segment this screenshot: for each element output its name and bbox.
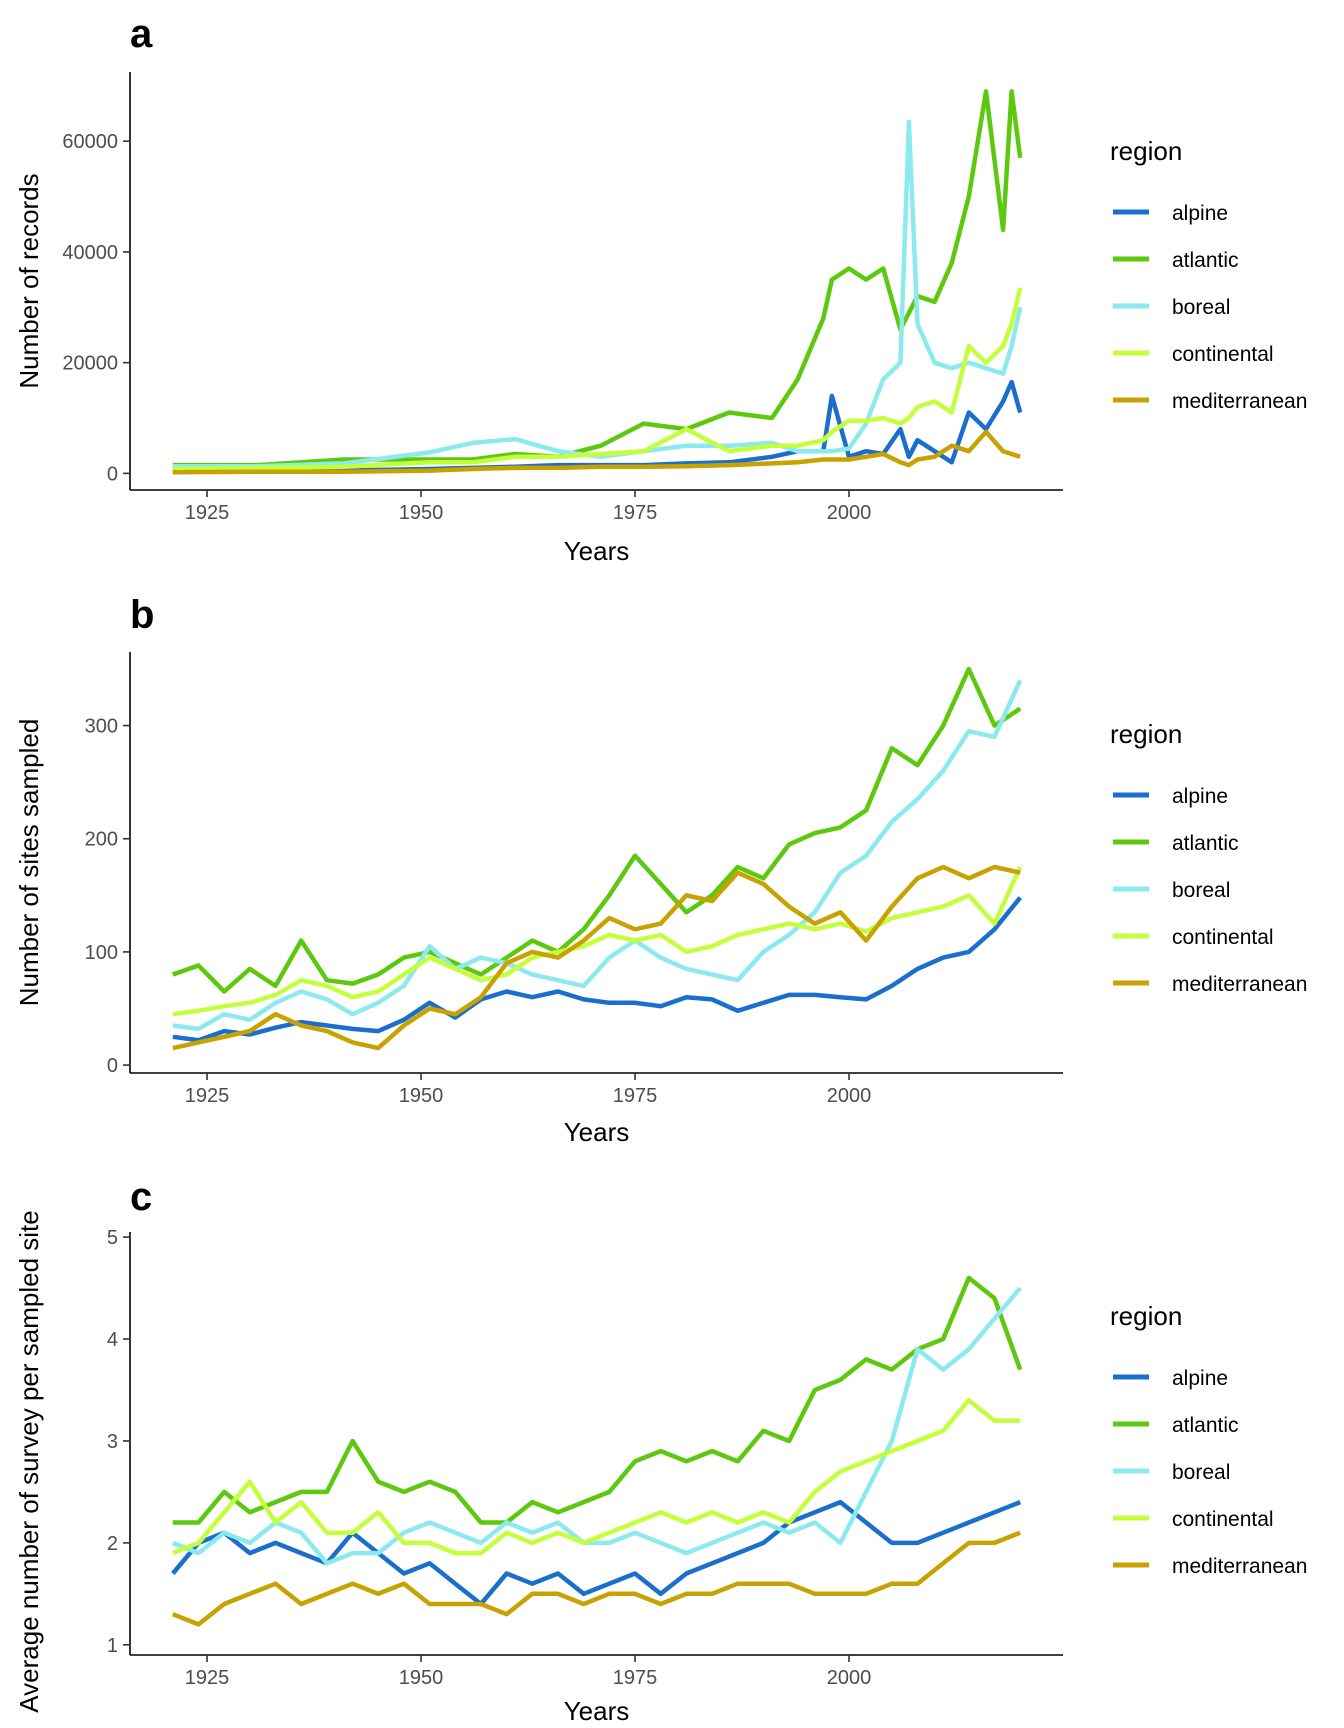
legend-label-boreal: boreal [1172,1461,1230,1484]
legend-label-atlantic: atlantic [1172,1414,1239,1437]
legend-label-continental: continental [1172,1508,1274,1531]
panel-c: c 1925 1950 1975 2000 1 2 3 4 5 Years Average numbe… [14,1175,1307,1726]
y-tick-label: 20000 [62,353,118,375]
y-tick-label: 40000 [62,242,118,264]
panel-label: c [130,1175,152,1219]
legend-label-continental: continental [1172,343,1274,366]
legend: region alpine atlantic boreal continental med… [1110,719,1307,996]
series-line-boreal [171,1286,1022,1566]
y-tick-label: 0 [107,463,118,485]
series-line-continental [172,287,1023,472]
legend-label-continental: continental [1172,926,1274,949]
legend-label-alpine: alpine [1172,785,1228,808]
panel-b: b 1925 1950 1975 2000 0 100 200 300 Years Number o… [14,593,1307,1147]
x-tick-label: 1925 [185,502,230,524]
x-tick-label: 2000 [827,1667,872,1689]
series-line-alpine [171,1499,1022,1607]
series-line-boreal [172,679,1023,1032]
y-tick-label: 1 [107,1635,118,1657]
legend: region alpine atlantic boreal continental med… [1110,136,1307,413]
y-tick-label: 300 [85,716,118,738]
y-tick-label: 4 [107,1329,118,1351]
y-axis-title: Number of records [14,173,44,388]
x-tick-label: 1975 [613,1667,658,1689]
y-tick-label: 3 [107,1431,118,1453]
series-line-mediterranean [172,429,1021,475]
legend-label-mediterranean: mediterranean [1172,973,1307,996]
y-axis-title: Average number of survey per sampled sit… [14,1210,44,1712]
y-tick-label: 200 [85,829,118,851]
legend-label-alpine: alpine [1172,1367,1228,1390]
series-line-mediterranean [171,1530,1022,1627]
legend-title: region [1110,719,1182,749]
legend-label-mediterranean: mediterranean [1172,390,1307,413]
y-tick-label: 100 [85,942,118,964]
series-line-alpine [172,896,1022,1043]
legend-label-boreal: boreal [1172,879,1230,902]
x-tick-label: 1950 [399,502,444,524]
x-tick-label: 2000 [827,502,872,524]
x-tick-label: 1950 [399,1085,444,1107]
x-axis-title: Years [564,1696,630,1726]
x-tick-label: 1925 [185,1085,230,1107]
x-tick-label: 1925 [185,1667,230,1689]
legend-title: region [1110,136,1182,166]
y-tick-label: 0 [107,1055,118,1077]
series-line-continental [171,1397,1021,1556]
x-tick-label: 2000 [827,1085,872,1107]
legend-label-boreal: boreal [1172,296,1230,319]
series-line-atlantic [172,1275,1023,1525]
series-line-mediterranean [172,864,1021,1051]
x-tick-label: 1975 [613,502,658,524]
x-tick-label: 1975 [613,1085,658,1107]
legend-title: region [1110,1301,1182,1331]
legend-label-atlantic: atlantic [1172,832,1239,855]
legend-label-atlantic: atlantic [1172,249,1239,272]
series-line-boreal [172,119,1023,469]
legend: region alpine atlantic boreal continental med… [1110,1301,1307,1578]
panel-label: b [130,593,154,637]
y-tick-label: 60000 [62,131,118,153]
series-line-atlantic [172,89,1023,468]
legend-label-alpine: alpine [1172,202,1228,225]
y-tick-label: 5 [107,1227,118,1249]
y-tick-label: 2 [107,1533,118,1555]
x-tick-label: 1950 [399,1667,444,1689]
panel-label: a [130,12,153,56]
series-line-atlantic [172,666,1022,994]
y-axis-title: Number of sites sampled [14,719,44,1007]
legend-label-mediterranean: mediterranean [1172,1555,1307,1578]
x-axis-title: Years [564,1117,630,1147]
x-axis-title: Years [564,536,630,566]
